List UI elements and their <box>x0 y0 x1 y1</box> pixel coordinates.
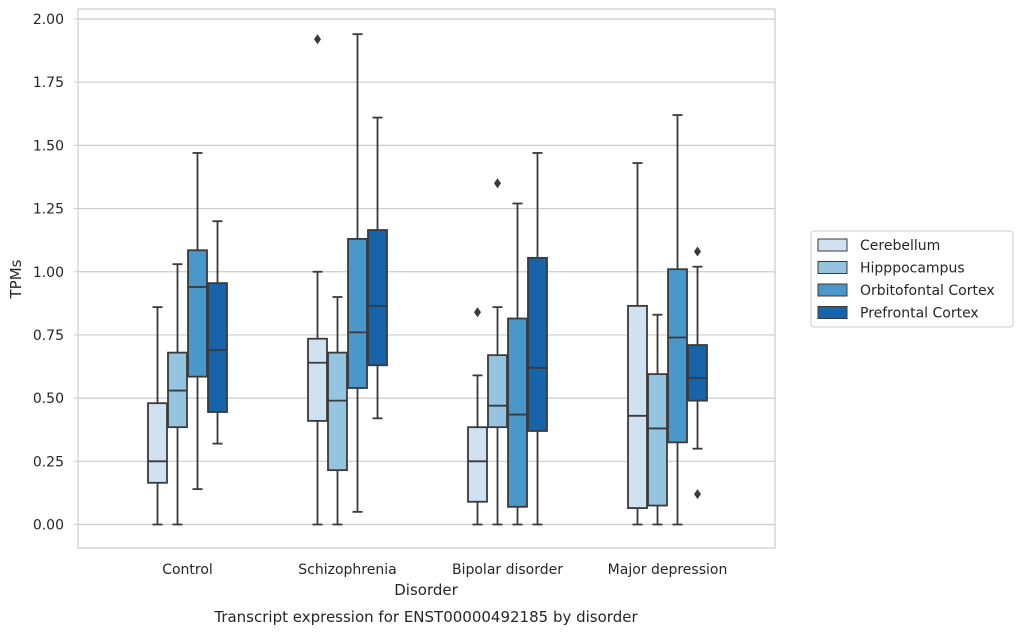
box-iqr <box>467 426 488 503</box>
plot-area <box>77 8 776 549</box>
box <box>307 34 328 526</box>
outlier-point <box>494 178 501 189</box>
box <box>367 116 388 420</box>
box <box>347 33 368 513</box>
box-iqr <box>367 229 388 367</box>
y-tick-label: 0.75 <box>33 328 64 344</box>
y-tick-label: 0.50 <box>33 391 64 407</box>
box <box>207 220 228 445</box>
legend-swatch <box>817 306 848 319</box>
box <box>507 202 528 526</box>
x-tick-label: Major depression <box>608 562 728 578</box>
box <box>627 162 648 526</box>
legend-label: Hipppocampus <box>860 261 965 277</box>
y-axis-label: TPMs <box>7 259 25 299</box>
box <box>487 178 508 526</box>
box <box>527 152 548 526</box>
legend: Cerebellum Hipppocampus Orbitofontal Corte… <box>810 230 1014 328</box>
box-iqr <box>687 344 708 402</box>
legend-swatch <box>817 283 848 297</box>
y-tick-label: 1.25 <box>33 202 64 218</box>
legend-label: Prefrontal Cortex <box>860 306 979 322</box>
x-tick-label: Schizophrenia <box>298 562 396 578</box>
outlier-point <box>314 34 321 45</box>
box <box>667 114 688 526</box>
box-iqr <box>487 354 508 429</box>
y-tick-label: 1.00 <box>33 265 64 281</box>
box <box>147 306 168 526</box>
legend-label: Cerebellum <box>860 238 940 254</box>
y-tick-label: 1.75 <box>33 75 64 91</box>
y-tick-label: 2.00 <box>33 12 64 28</box>
y-axis-ticks: 0.00 0.25 0.50 0.75 1.00 1.25 1.50 1.75 2.00 <box>33 12 78 534</box>
boxes <box>147 33 708 526</box>
box-iqr <box>147 402 168 484</box>
x-axis-ticks: Control Schizophrenia Bipolar disorder Majo… <box>162 562 727 578</box>
box-iqr <box>207 282 228 413</box>
x-tick-label: Control <box>162 562 213 578</box>
box <box>647 313 668 526</box>
outlier-point <box>694 489 701 500</box>
box-iqr <box>327 351 348 472</box>
box <box>187 152 208 491</box>
y-tick-label: 1.50 <box>33 138 64 154</box>
chart-title: Transcript expression for ENST0000049218… <box>213 608 638 626</box>
y-tick-label: 0.00 <box>33 518 64 534</box>
box-iqr <box>187 249 208 378</box>
box <box>167 263 188 526</box>
legend-frame <box>810 230 1014 328</box>
legend-swatch <box>817 261 848 274</box>
box-iqr <box>627 304 648 509</box>
legend-label: Orbitofontal Cortex <box>860 283 995 299</box>
box <box>327 296 348 526</box>
x-tick-label: Bipolar disorder <box>452 562 563 578</box>
legend-swatch <box>817 238 848 252</box>
outlier-point <box>694 246 701 257</box>
box <box>467 307 488 526</box>
x-axis-label: Disorder <box>394 581 458 599</box>
box <box>687 246 708 500</box>
box-iqr <box>647 373 668 507</box>
y-tick-label: 0.25 <box>33 454 64 470</box>
outlier-point <box>474 307 481 318</box>
box-iqr <box>527 256 548 432</box>
box-iqr <box>347 237 368 389</box>
box-iqr <box>507 317 528 508</box>
box-iqr <box>667 268 688 444</box>
box-iqr <box>307 337 328 422</box>
